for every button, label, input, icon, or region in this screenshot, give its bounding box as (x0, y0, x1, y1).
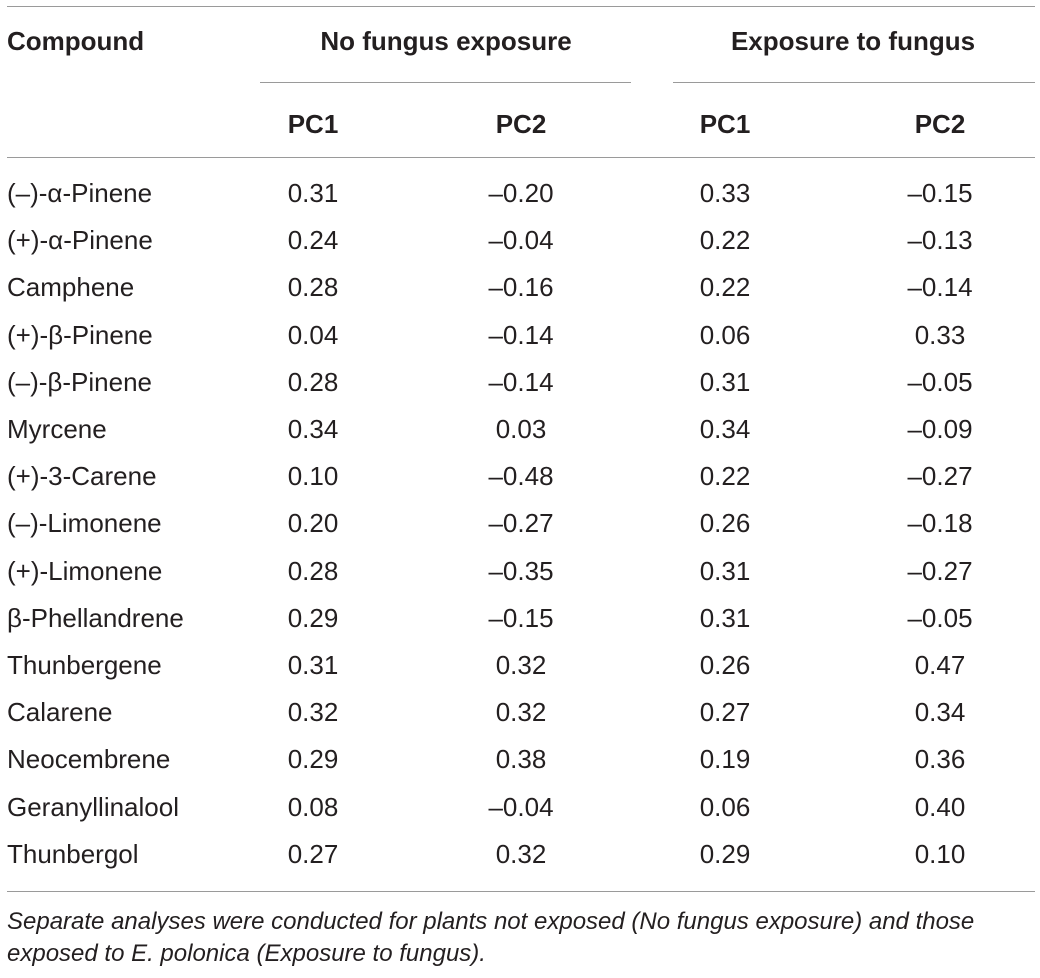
loading-value: –0.27 (488, 508, 554, 538)
loading-value: 0.08 (287, 792, 339, 822)
loading-value: 0.06 (699, 792, 751, 822)
loading-value: 0.31 (699, 603, 751, 633)
loading-value: –0.14 (488, 320, 554, 350)
loading-value: –0.05 (907, 603, 973, 633)
compound-name: (–)-β-Pinene (7, 367, 153, 397)
compound-name: Geranyllinalool (7, 792, 179, 822)
compound-name: (–)-α-Pinene (7, 178, 153, 208)
loading-value: 0.32 (287, 697, 339, 727)
header-bottom-rule (7, 157, 1035, 158)
loading-value: 0.22 (699, 225, 751, 255)
loading-value: 0.04 (287, 320, 339, 350)
loading-value: 0.34 (914, 697, 966, 727)
subheader-pc1-fungus: PC1 (699, 109, 751, 139)
loading-value: 0.28 (287, 367, 339, 397)
loading-value: 0.22 (699, 272, 751, 302)
loading-value: 0.29 (699, 839, 751, 869)
loading-value: 0.27 (699, 697, 751, 727)
loading-value: –0.15 (488, 603, 554, 633)
loading-value: 0.10 (914, 839, 966, 869)
loading-value: –0.48 (488, 461, 554, 491)
loading-value: 0.29 (287, 744, 339, 774)
loading-value: –0.05 (907, 367, 973, 397)
loading-value: –0.27 (907, 556, 973, 586)
loading-value: 0.06 (699, 320, 751, 350)
loading-value: 0.33 (699, 178, 751, 208)
compound-name: Calarene (7, 697, 113, 727)
loading-value: –0.18 (907, 508, 973, 538)
header-compound: Compound (7, 26, 145, 56)
compound-name: (+)-3-Carene (7, 461, 157, 491)
loading-value: 0.19 (699, 744, 751, 774)
loading-value: 0.31 (699, 367, 751, 397)
loading-value: –0.27 (907, 461, 973, 491)
top-rule (7, 6, 1035, 7)
loading-value: 0.32 (495, 697, 547, 727)
loading-value: 0.03 (495, 414, 547, 444)
loading-value: 0.34 (287, 414, 339, 444)
loading-value: 0.27 (287, 839, 339, 869)
bottom-rule (7, 891, 1035, 892)
compound-name: Camphene (7, 272, 135, 302)
compound-name: (+)-Limonene (7, 556, 163, 586)
loading-value: 0.29 (287, 603, 339, 633)
loading-value: 0.38 (495, 744, 547, 774)
group-rule-no-fungus (260, 82, 631, 83)
loading-value: –0.09 (907, 414, 973, 444)
loading-value: 0.32 (495, 650, 547, 680)
group-rule-fungus (673, 82, 1035, 83)
loading-value: 0.40 (914, 792, 966, 822)
loading-value: 0.28 (287, 272, 339, 302)
loading-value: –0.16 (488, 272, 554, 302)
header-no-fungus-exposure: No fungus exposure (320, 26, 572, 56)
compound-name: (–)-Limonene (7, 508, 162, 538)
compound-name: Neocembrene (7, 744, 171, 774)
loading-value: –0.35 (488, 556, 554, 586)
loading-value: 0.47 (914, 650, 966, 680)
subheader-pc1-no-fungus: PC1 (287, 109, 339, 139)
compound-name: Myrcene (7, 414, 107, 444)
loading-value: –0.13 (907, 225, 973, 255)
loading-value: –0.15 (907, 178, 973, 208)
loading-value: 0.22 (699, 461, 751, 491)
loading-value: 0.26 (699, 508, 751, 538)
loading-value: 0.24 (287, 225, 339, 255)
compound-name: (+)-β-Pinene (7, 320, 153, 350)
loading-value: –0.20 (488, 178, 554, 208)
loading-value: 0.31 (699, 556, 751, 586)
loading-value: 0.31 (287, 178, 339, 208)
compound-name: (+)-α-Pinene (7, 225, 153, 255)
loading-value: 0.28 (287, 556, 339, 586)
loading-value: 0.20 (287, 508, 339, 538)
subheader-pc2-no-fungus: PC2 (495, 109, 547, 139)
loading-value: 0.31 (287, 650, 339, 680)
loading-value: –0.04 (488, 792, 554, 822)
loading-value: 0.33 (914, 320, 966, 350)
loading-value: –0.14 (488, 367, 554, 397)
header-exposure-to-fungus: Exposure to fungus (730, 26, 976, 56)
compound-name: Thunbergol (7, 839, 139, 869)
loading-value: 0.10 (287, 461, 339, 491)
loading-value: 0.34 (699, 414, 751, 444)
compound-name: β-Phellandrene (7, 603, 184, 633)
subheader-pc2-fungus: PC2 (914, 109, 966, 139)
compound-name: Thunbergene (7, 650, 162, 680)
loading-value: 0.26 (699, 650, 751, 680)
table-footnote: Separate analyses were conducted for pla… (7, 908, 975, 967)
loading-value: –0.14 (907, 272, 973, 302)
loading-value: 0.36 (914, 744, 966, 774)
loading-value: 0.32 (495, 839, 547, 869)
loading-value: –0.04 (488, 225, 554, 255)
